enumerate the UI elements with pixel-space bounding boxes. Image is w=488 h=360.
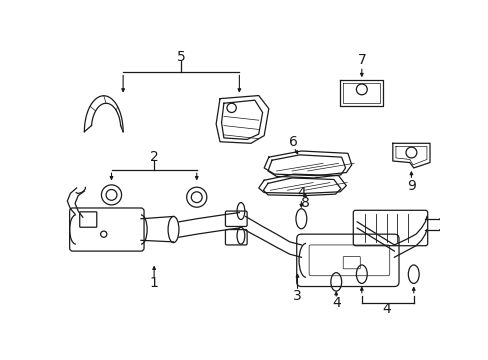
Text: 7: 7 — [357, 53, 366, 67]
Text: 4: 4 — [382, 302, 390, 316]
Text: 3: 3 — [292, 289, 301, 303]
Text: 9: 9 — [406, 179, 415, 193]
Text: 4: 4 — [296, 186, 305, 201]
Text: 2: 2 — [149, 150, 158, 164]
Text: 8: 8 — [300, 196, 309, 210]
Text: 1: 1 — [149, 276, 158, 291]
Text: 6: 6 — [288, 135, 298, 149]
Text: 5: 5 — [177, 50, 185, 64]
Text: 4: 4 — [331, 296, 340, 310]
